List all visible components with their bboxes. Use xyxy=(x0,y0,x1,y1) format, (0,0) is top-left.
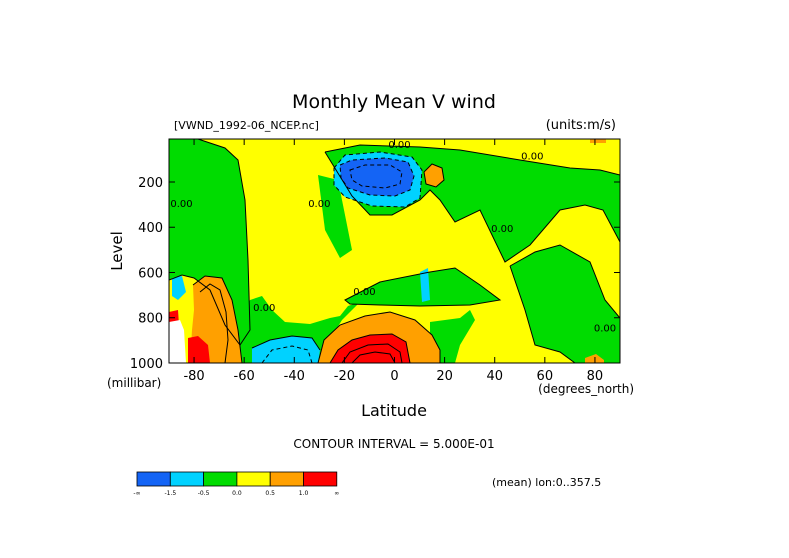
contour-label: 0.00 xyxy=(594,323,616,334)
region-negative-nh-tongue xyxy=(510,245,620,363)
region-strong-negative-nh-sliver xyxy=(420,268,430,302)
contour-pos-eq-inner1 xyxy=(329,333,411,363)
chart-title: Monthly Mean V wind xyxy=(292,91,496,113)
region-negative-sh-highlat xyxy=(169,139,250,345)
contour-pos-sh-inner xyxy=(199,283,229,363)
contour-label: 0.00 xyxy=(388,140,410,151)
contour-dashed-lines xyxy=(261,151,423,363)
contour-interval-text: CONTOUR INTERVAL = 5.000E-01 xyxy=(293,437,494,451)
x-tick-label: 0 xyxy=(390,369,398,384)
region-strong-negative-sh-surface xyxy=(252,336,320,363)
colorbar-swatch xyxy=(269,471,304,487)
contour-zero-nh xyxy=(324,151,620,263)
colorbar-label: 1.0 xyxy=(299,490,309,497)
colorbar-label: 0.0 xyxy=(232,490,242,497)
y-tick-label: 600 xyxy=(138,266,163,281)
contour-label: 0.00 xyxy=(308,199,330,210)
colorbar-swatch xyxy=(236,471,271,487)
contour-neg-surface-dashed xyxy=(261,345,313,363)
contour-label: 0.00 xyxy=(491,224,513,235)
contour-neg-surface xyxy=(251,335,321,351)
mean-longitude-text: (mean) lon:0..357.5 xyxy=(492,476,601,489)
contour-label: 0.00 xyxy=(170,199,192,210)
x-tick-label: 20 xyxy=(436,369,453,384)
y-tick-label: 800 xyxy=(138,312,163,327)
x-axis-unit: (degrees_north) xyxy=(538,382,634,396)
contour-label: 0.00 xyxy=(353,287,375,298)
region-negative-sh-upper-slab xyxy=(318,175,352,258)
contour-pos-eq-inner2 xyxy=(341,343,403,363)
contour-labels: 0.00 0.00 0.00 0.00 0.00 0.00 0.00 0.00 xyxy=(170,140,616,334)
region-negative-lower-nh xyxy=(430,310,475,363)
contour-zero-upper xyxy=(324,144,620,176)
colorbar-swatch xyxy=(303,471,338,487)
x-axis-label: Latitude xyxy=(361,401,427,420)
y-tick-label: 200 xyxy=(138,176,163,191)
contour-zero-nh-lower xyxy=(509,244,620,319)
contour-zero-sh xyxy=(169,139,251,346)
colorbar-swatch xyxy=(169,471,205,487)
x-tick-label: -80 xyxy=(183,369,204,384)
colorbar-label: 0.5 xyxy=(265,490,275,497)
region-positive-top-edge xyxy=(590,139,606,143)
contour-zero-nh-surface xyxy=(509,265,576,363)
x-axis: -80 -60 -40 -20 0 20 40 60 80 xyxy=(183,139,603,384)
colorbar-label: -1.5 xyxy=(164,490,176,497)
contour-zero-mid xyxy=(344,267,502,307)
colorbar-swatch xyxy=(203,471,238,487)
contour-pos-sh xyxy=(192,275,243,363)
contour-pos-upper-blob xyxy=(423,163,445,188)
x-tick-label: -40 xyxy=(284,369,305,384)
x-tick-label: 40 xyxy=(486,369,503,384)
region-very-positive-sh xyxy=(188,336,210,363)
plot-area: 0.00 0.00 0.00 0.00 0.00 0.00 0.00 0.00 xyxy=(169,139,620,363)
y-tick-label: 400 xyxy=(138,221,163,236)
contour-neg-core-inner xyxy=(349,164,403,189)
contour-pos-eq-inner3 xyxy=(351,351,396,363)
x-tick-label: -20 xyxy=(334,369,355,384)
x-tick-label: 80 xyxy=(587,369,604,384)
colorbar-label: ∞ xyxy=(334,490,339,497)
colorbar-swatch xyxy=(136,471,171,487)
colorbar: -∞ -1.5 -0.5 0.0 0.5 1.0 ∞ xyxy=(133,471,339,497)
contour-label: 0.00 xyxy=(253,303,275,314)
region-very-positive-eq xyxy=(330,334,410,363)
y-axis: 200 400 600 800 1000 xyxy=(130,176,620,372)
region-positive-upper-blob xyxy=(424,164,444,187)
colorbar-label: -∞ xyxy=(133,490,140,497)
contour-neg-core-outer xyxy=(333,151,423,208)
x-tick-label: 60 xyxy=(537,369,554,384)
region-strong-negative-sh-edge xyxy=(172,276,186,300)
y-tick-label: 1000 xyxy=(130,357,163,372)
units-label: (units:m/s) xyxy=(546,118,616,133)
x-tick-label: -60 xyxy=(234,369,255,384)
contour-label: 0.00 xyxy=(521,151,543,162)
contour-pos-eq xyxy=(317,311,441,363)
y-axis-unit: (millibar) xyxy=(107,376,161,390)
contour-lines xyxy=(169,139,620,363)
region-missing-data xyxy=(169,320,186,363)
colorbar-label: -0.5 xyxy=(198,490,210,497)
y-axis-label: Level xyxy=(108,231,126,271)
dataset-label: [VWND_1992-06_NCEP.nc] xyxy=(174,119,319,132)
contour-neg-core-mid xyxy=(339,157,415,197)
